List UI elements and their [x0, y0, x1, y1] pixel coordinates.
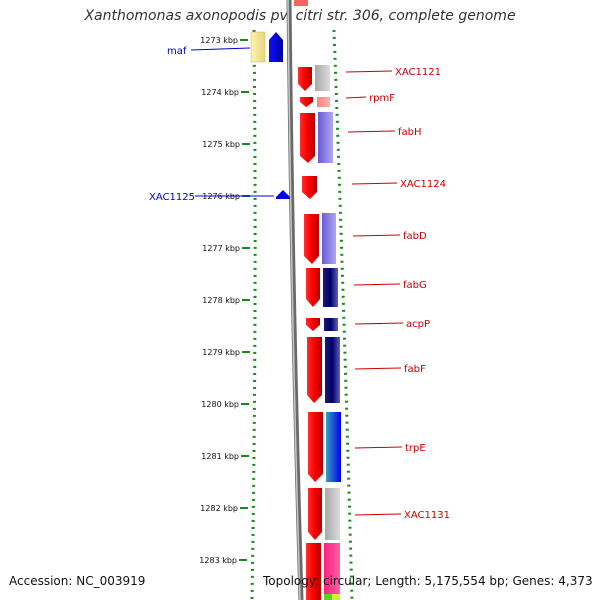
ruler-tick-label: 1273 kbp [200, 36, 238, 45]
ruler-tick-label: 1275 kbp [202, 140, 240, 149]
gene-bottom-lime [332, 594, 340, 600]
gene-xac1131-cog [325, 488, 340, 540]
gene-labels: maf XAC1125 [149, 46, 274, 203]
gene-xac1124-strand [302, 176, 317, 199]
ruler-tick-label: 1282 kbp [200, 504, 238, 513]
gene-label-connector [354, 513, 402, 516]
right-gene-labels: XAC1121 rpmF fabH XAC1124 fabD fabG acpP fabF tr… [345, 67, 450, 521]
gene-xac1131-strand [308, 488, 322, 540]
gene-fabf-cog [325, 337, 340, 403]
gene-bottom-green [324, 594, 332, 600]
gene-fabh-strand [300, 113, 315, 163]
gene-label-maf: maf [167, 46, 187, 57]
gene-fabd-strand [304, 214, 319, 264]
gene-xac1121-strand [298, 67, 312, 91]
gene-trpe-cog [326, 412, 341, 482]
ruler-tick-label: 1277 kbp [202, 244, 240, 253]
gene-acpp-strand [306, 318, 320, 331]
gene-trpe-strand [308, 412, 323, 482]
gene-rpmf-strand [300, 97, 313, 107]
gene-label-connector [352, 234, 401, 237]
gene-label-connector [354, 322, 404, 325]
gene-label-connector [353, 283, 401, 286]
gene-label-xac1125: XAC1125 [149, 192, 195, 203]
gene-label-connector [351, 182, 398, 185]
maf-connector [190, 47, 251, 51]
gene-maf [269, 32, 283, 62]
gene-features [250, 31, 341, 600]
gene-label-connector [354, 446, 403, 449]
gene-label-connector [354, 367, 402, 370]
map-title: Xanthomonas axonopodis pv. citri str. 30… [84, 8, 516, 24]
ruler-tick-label: 1279 kbp [202, 348, 240, 357]
gene-label: XAC1124 [400, 179, 446, 190]
gene-label: fabF [404, 364, 426, 375]
gene-fabg-strand [306, 268, 320, 307]
gene-label: XAC1121 [395, 67, 441, 78]
gene-label: fabG [403, 280, 427, 291]
gene-label-connector [347, 130, 396, 133]
gene-top-partial [294, 0, 308, 6]
genome-summary-text: Topology: circular; Length: 5,175,554 bp… [263, 574, 593, 588]
gene-label: fabH [398, 127, 422, 138]
ruler-tick-label: 1280 kbp [201, 400, 239, 409]
ruler-tick-label: 1283 kbp [199, 556, 237, 565]
gene-acpp-cog [324, 318, 338, 331]
gene-label: trpE [405, 443, 426, 454]
genome-backbone [286, 0, 304, 600]
ruler-tick-label: 1274 kbp [201, 88, 239, 97]
ruler-tick-label: 1281 kbp [201, 452, 239, 461]
gene-label: rpmF [369, 93, 395, 104]
accession-text: Accession: NC_003919 [9, 574, 146, 588]
ruler-tick-label: 1278 kbp [202, 296, 240, 305]
gene-xac1121-cog [315, 65, 330, 91]
gene-label-connector [345, 96, 367, 99]
gene-rpmf-cog [317, 97, 330, 107]
gene-xac1125 [276, 190, 290, 199]
gene-fabg-cog [323, 268, 338, 307]
gene-label: fabD [403, 231, 427, 242]
gene-label: acpP [406, 319, 430, 330]
gene-fabf-strand [307, 337, 322, 403]
gene-fabh-cog [318, 112, 333, 163]
gene-label-connector [345, 70, 393, 73]
gene-fabd-cog [322, 213, 336, 264]
gene-bottom-strand [306, 543, 321, 600]
gene-maf-yellow [250, 31, 266, 63]
gene-bottom-cog [324, 543, 340, 595]
inner-dotted-line [250, 29, 257, 600]
gene-label: XAC1131 [404, 510, 450, 521]
